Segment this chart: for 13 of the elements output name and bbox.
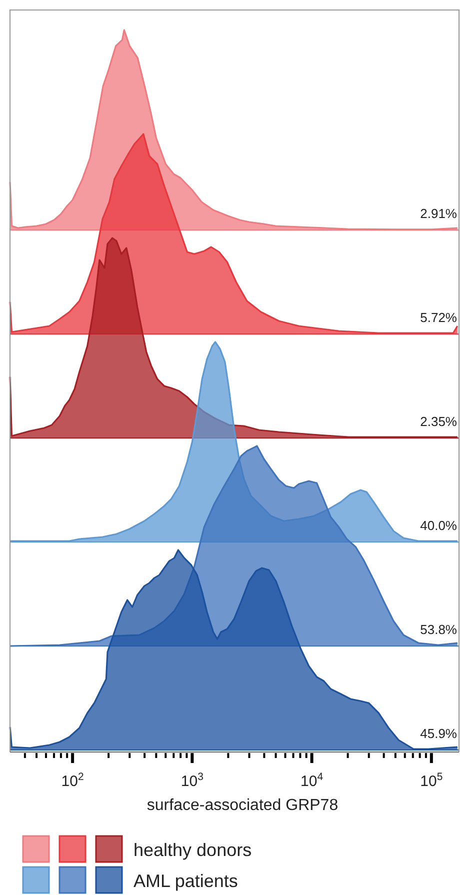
x-axis-title: surface-associated GRP78	[146, 797, 338, 814]
x-tick-label: 10$^{5}$	[420, 771, 443, 790]
annotation: 40.0%	[420, 518, 458, 533]
legend-label: AML patients	[134, 871, 238, 891]
x-tick-label: 10$^{4}$	[300, 771, 324, 790]
annotation: 5.72%	[420, 310, 458, 325]
annotation: 45.9%	[420, 726, 458, 741]
annotation: 2.35%	[420, 414, 458, 429]
x-tick-label: 10$^{3}$	[180, 771, 204, 790]
annotation: 53.8%	[420, 622, 458, 637]
legend-label: healthy donors	[134, 840, 252, 860]
x-tick-label: 10$^{2}$	[61, 771, 84, 790]
annotation: 2.91%	[420, 206, 458, 221]
